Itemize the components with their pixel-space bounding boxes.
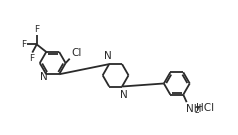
- Text: HCl: HCl: [196, 103, 214, 113]
- Text: 2: 2: [194, 106, 199, 115]
- Text: F: F: [34, 25, 39, 33]
- Text: F: F: [29, 54, 34, 63]
- Text: F: F: [21, 40, 26, 49]
- Text: N: N: [119, 90, 127, 100]
- Text: NH: NH: [186, 104, 202, 114]
- Text: N: N: [40, 72, 47, 82]
- Text: Cl: Cl: [71, 48, 81, 58]
- Text: N: N: [104, 51, 112, 61]
